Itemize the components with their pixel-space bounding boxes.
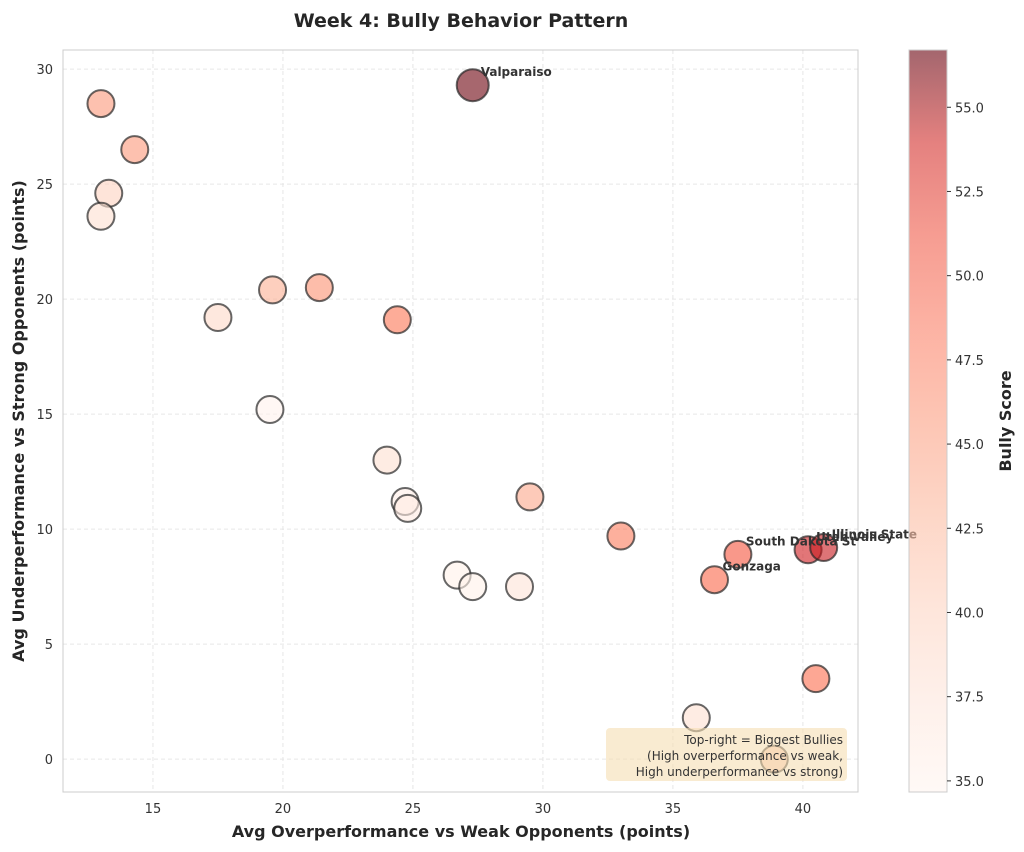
x-tick-label: 15 [145, 802, 162, 817]
plot-frame [62, 49, 859, 793]
colorbar-tick-label: 40.0 [955, 606, 984, 621]
colorbar-tick-label: 37.5 [955, 691, 984, 706]
annotation-line: High underperformance vs strong) [636, 765, 843, 779]
point-label: South Dakota St [746, 534, 857, 548]
point-label: Utah Valley [816, 530, 893, 544]
colorbar-tick-label: 35.0 [955, 775, 984, 790]
annotation-line: Top-right = Biggest Bullies [683, 733, 843, 747]
scatter-point [255, 394, 285, 424]
y-axis-label: Avg Underperformance vs Strong Opponents… [9, 180, 28, 662]
x-tick-label: 25 [405, 802, 422, 817]
scatter-point [699, 565, 729, 595]
y-ticks: 0 5 10 15 20 25 30 [36, 63, 53, 768]
x-tick-label: 35 [665, 802, 682, 817]
y-tick-label: 20 [36, 293, 53, 308]
x-tick-label: 20 [275, 802, 292, 817]
colorbar [908, 49, 948, 793]
x-axis-label: Avg Overperformance vs Weak Opponents (p… [232, 822, 690, 841]
scatter-point [86, 201, 116, 231]
colorbar-tick-label: 42.5 [955, 522, 984, 537]
colorbar-ticks: 35.0 37.5 40.0 42.5 45.0 47.5 50.0 52.5 55.0 [947, 101, 984, 790]
scatter-point [120, 135, 150, 165]
scatter-point [681, 703, 711, 733]
scatter-point [203, 302, 233, 332]
colorbar-tick-label: 50.0 [955, 270, 984, 285]
y-tick-label: 25 [36, 178, 53, 193]
annotation-box: Top-right = Biggest Bullies (High overper… [606, 728, 847, 781]
scatter-point [515, 482, 545, 512]
colorbar-tick-label: 45.0 [955, 438, 984, 453]
scatter-point [304, 273, 334, 303]
scatter-point [458, 572, 488, 602]
scatter-point [258, 275, 288, 305]
scatter-point [372, 445, 402, 475]
y-tick-label: 10 [36, 523, 53, 538]
x-ticks: 15 20 25 30 35 40 [145, 802, 811, 817]
x-tick-label: 40 [795, 802, 812, 817]
colorbar-tick-label: 47.5 [955, 354, 984, 369]
chart-title: Week 4: Bully Behavior Pattern [294, 10, 629, 32]
scatter-point [86, 89, 116, 119]
x-tick-label: 30 [535, 802, 552, 817]
scatter-point [723, 539, 753, 569]
y-tick-label: 15 [36, 408, 53, 423]
scatter-point [455, 68, 490, 103]
scatter-point [382, 305, 412, 335]
annotation-line: (High overperformance vs weak, [647, 749, 843, 763]
colorbar-tick-label: 52.5 [955, 185, 984, 200]
scatter-point [801, 664, 831, 694]
point-label: Valparaiso [481, 65, 552, 79]
grid [63, 50, 858, 792]
annotation-box-bg [606, 728, 847, 781]
scatter-point [809, 533, 839, 563]
scatter-point [606, 521, 636, 551]
scatter-point [393, 493, 423, 523]
scatter-point [505, 572, 535, 602]
points [86, 68, 839, 774]
colorbar-label: Bully Score [996, 370, 1015, 471]
point-labels: Valparaiso South Dakota St Gonzaga Utah Val… [481, 65, 917, 574]
y-tick-label: 0 [45, 753, 53, 768]
point-label: Gonzaga [722, 560, 780, 574]
y-tick-label: 5 [45, 638, 53, 653]
point-label: Illinois State [832, 528, 917, 542]
y-tick-label: 30 [36, 63, 53, 78]
colorbar-tick-label: 55.0 [955, 101, 984, 116]
